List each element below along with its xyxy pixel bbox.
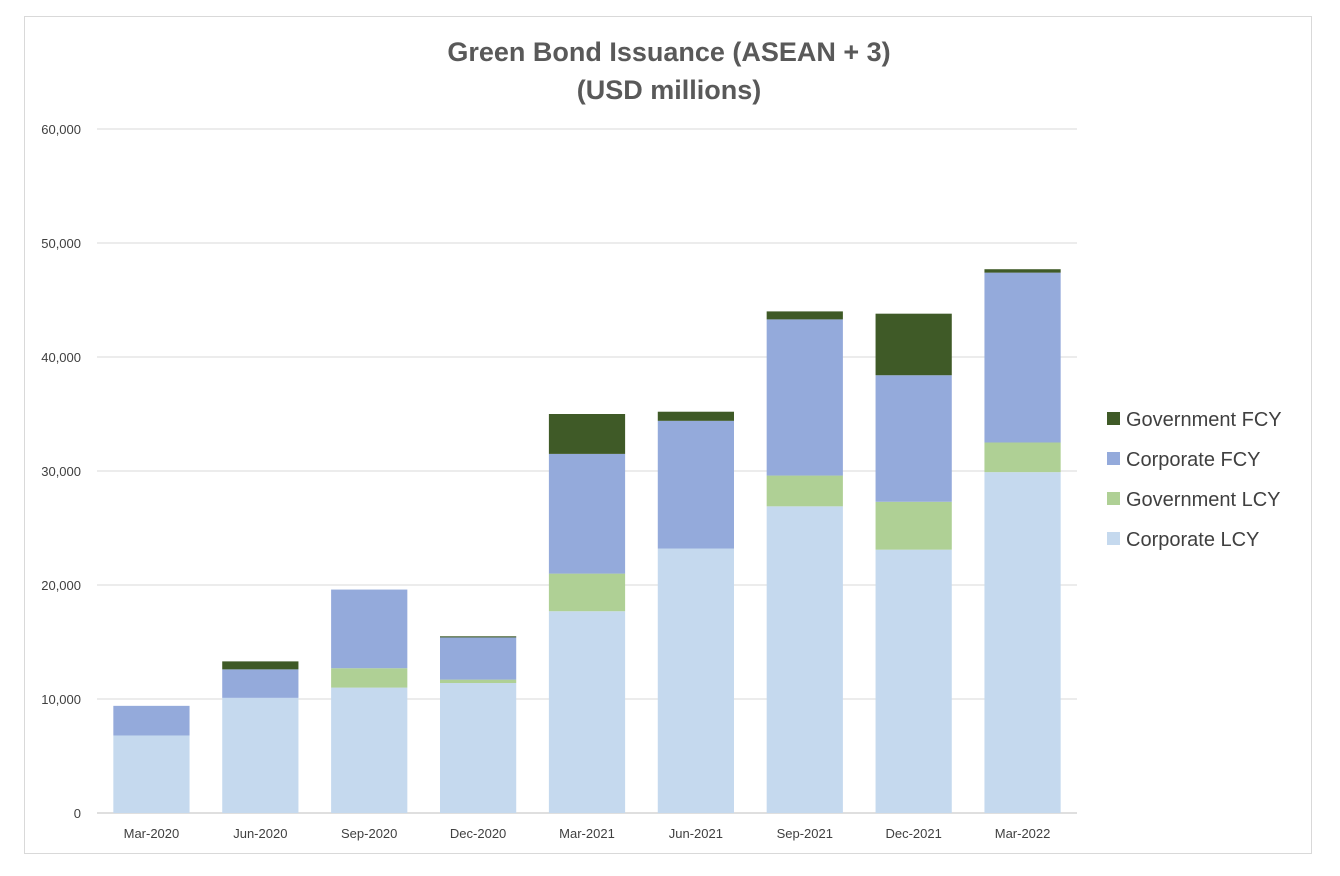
- y-tick-label: 50,000: [41, 236, 81, 251]
- y-axis-ticks: 0 10,000 20,000 30,000 40,000 50,000 60,000: [41, 122, 81, 821]
- bar-corporate-fcy: [657, 420, 734, 549]
- bar-corporate-fcy: [113, 705, 190, 736]
- bar-government-fcy: [440, 636, 517, 638]
- bar-corporate-fcy: [875, 375, 952, 502]
- y-tick-label: 60,000: [41, 122, 81, 137]
- bar-corporate-lcy: [657, 548, 734, 813]
- bar-government-fcy: [984, 269, 1061, 273]
- bar-corporate-lcy: [984, 472, 1061, 813]
- legend-label: Corporate FCY: [1126, 449, 1261, 471]
- bar-government-fcy: [657, 411, 734, 421]
- bar-government-fcy: [548, 414, 626, 454]
- bar-corporate-fcy: [984, 272, 1061, 443]
- x-axis-ticks: Mar-2020 Jun-2020 Sep-2020 Dec-2020 Mar-2021…: [124, 826, 1051, 841]
- chart-subtitle: (USD millions): [577, 75, 762, 105]
- bar-government-fcy: [222, 661, 299, 670]
- x-tick-label: Dec-2020: [450, 826, 506, 841]
- bar-corporate-lcy: [222, 697, 299, 813]
- bar-corporate-lcy: [548, 611, 626, 813]
- legend-swatch: [1107, 412, 1120, 425]
- legend-swatch: [1107, 452, 1120, 465]
- bar-corporate-fcy: [440, 637, 517, 680]
- bar-corporate-fcy: [222, 669, 299, 698]
- bar-corporate-fcy: [766, 319, 843, 476]
- x-tick-label: Jun-2021: [669, 826, 723, 841]
- bar-corporate-fcy: [548, 453, 626, 574]
- bar-corporate-fcy: [331, 589, 408, 669]
- legend-label: Government FCY: [1126, 409, 1282, 431]
- bar-government-fcy: [875, 313, 952, 376]
- bar-corporate-lcy: [440, 683, 517, 813]
- y-tick-label: 20,000: [41, 578, 81, 593]
- x-tick-label: Mar-2021: [559, 826, 615, 841]
- chart-frame: Green Bond Issuance (ASEAN + 3) (USD mil…: [24, 16, 1312, 854]
- x-tick-label: Sep-2021: [777, 826, 833, 841]
- chart-title: Green Bond Issuance (ASEAN + 3): [447, 37, 890, 67]
- bar-corporate-lcy: [875, 549, 952, 813]
- bar-government-lcy: [766, 475, 843, 507]
- y-tick-label: 40,000: [41, 350, 81, 365]
- stacked-bar-chart: Green Bond Issuance (ASEAN + 3) (USD mil…: [41, 37, 1282, 841]
- legend-label: Government LCY: [1126, 489, 1281, 511]
- x-tick-label: Jun-2020: [233, 826, 287, 841]
- bar-government-lcy: [440, 679, 517, 684]
- legend-swatch: [1107, 492, 1120, 505]
- bar-corporate-lcy: [331, 687, 408, 813]
- bar-corporate-lcy: [766, 506, 843, 813]
- bar-government-fcy: [766, 311, 843, 320]
- y-tick-label: 0: [74, 806, 81, 821]
- bar-government-lcy: [875, 501, 952, 550]
- x-tick-label: Dec-2021: [885, 826, 941, 841]
- legend-swatch: [1107, 532, 1120, 545]
- x-tick-label: Mar-2020: [124, 826, 180, 841]
- bar-government-lcy: [548, 573, 626, 612]
- legend: Government FCY Corporate FCY Government LC…: [1107, 409, 1282, 551]
- y-tick-label: 30,000: [41, 464, 81, 479]
- bars: [113, 269, 1061, 813]
- bar-government-lcy: [984, 442, 1061, 473]
- y-tick-label: 10,000: [41, 692, 81, 707]
- x-tick-label: Sep-2020: [341, 826, 397, 841]
- x-tick-label: Mar-2022: [995, 826, 1051, 841]
- bar-government-lcy: [331, 668, 408, 688]
- bar-corporate-lcy: [113, 735, 190, 813]
- legend-label: Corporate LCY: [1126, 529, 1259, 551]
